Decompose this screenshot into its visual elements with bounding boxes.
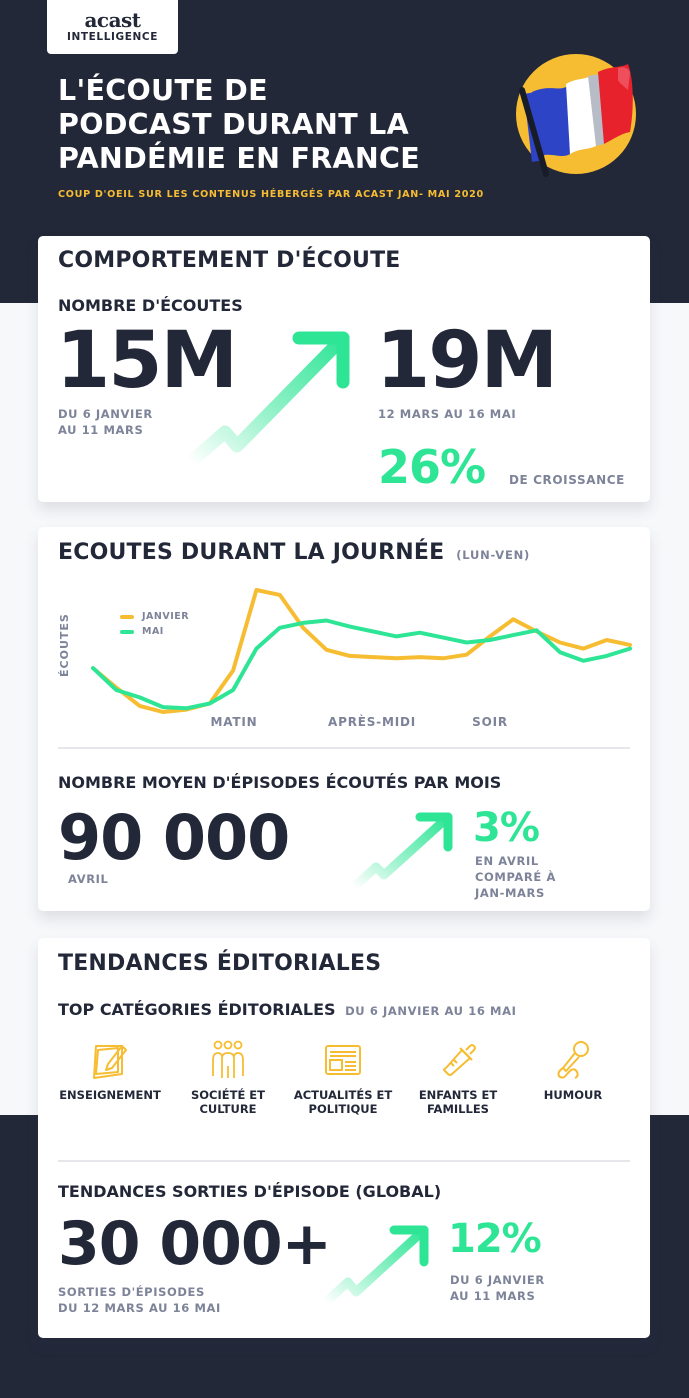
category-enseignement: ENSEIGNEMENT bbox=[50, 1038, 170, 1102]
top-categories-title-text: TOP CATÉGORIES ÉDITORIALES bbox=[58, 1000, 336, 1019]
chart-title: ECOUTES DURANT LA JOURNÉE (LUN-VEN) bbox=[58, 540, 530, 565]
x-tick-soir: SOIR bbox=[472, 715, 508, 729]
people-group-icon bbox=[212, 1040, 244, 1078]
category-enfants-familles: ENFANTS ET FAMILLES bbox=[398, 1038, 518, 1116]
section-divider bbox=[58, 747, 630, 749]
plays-after-period: 12 MARS AU 16 MAI bbox=[378, 407, 517, 421]
category-label: HUMOUR bbox=[543, 1088, 603, 1102]
legend-swatch-mai bbox=[120, 629, 134, 634]
logo-wordmark: acast bbox=[84, 8, 141, 32]
listening-behavior-card: COMPORTEMENT D'ÉCOUTE NOMBRE D'ÉCOUTES 1… bbox=[38, 236, 650, 502]
daily-listening-card: ECOUTES DURANT LA JOURNÉE (LUN-VEN) ÉCOU… bbox=[38, 527, 650, 911]
newspaper-icon bbox=[325, 1045, 361, 1075]
growth-percentage: 26% bbox=[378, 440, 486, 494]
release-value: 30 000+ bbox=[58, 1209, 332, 1279]
section-title: COMPORTEMENT D'ÉCOUTE bbox=[58, 248, 401, 273]
growth-label-line: JAN-MARS bbox=[475, 886, 545, 900]
release-growth: 12% bbox=[448, 1216, 542, 1262]
release-growth-line: DU 6 JANVIER bbox=[450, 1273, 545, 1287]
release-label: SORTIES D'ÉPISODES DU 12 MARS AU 16 MAI bbox=[58, 1284, 221, 1316]
release-label-line: SORTIES D'ÉPISODES bbox=[58, 1285, 205, 1299]
period-line: AU 11 MARS bbox=[58, 423, 144, 437]
release-growth-line: AU 11 MARS bbox=[450, 1289, 536, 1303]
logo-subtitle: INTELLIGENCE bbox=[67, 31, 158, 43]
avg-episodes-title: NOMBRE MOYEN D'ÉPISODES ÉCOUTÉS PAR MOIS bbox=[58, 773, 502, 792]
chart-title-note: (LUN-VEN) bbox=[456, 548, 531, 562]
acast-intelligence-logo: acast INTELLIGENCE bbox=[47, 0, 178, 54]
legend-label: JANVIER bbox=[142, 611, 190, 622]
category-societe-culture: SOCIÉTÉ ET CULTURE bbox=[168, 1038, 288, 1116]
top-categories-period: DU 6 JANVIER AU 16 MAI bbox=[345, 1004, 517, 1018]
baby-bottle-icon bbox=[443, 1044, 476, 1076]
growth-arrow-icon bbox=[349, 812, 453, 892]
category-label: ENFANTS ET FAMILLES bbox=[418, 1088, 498, 1116]
section-title: TENDANCES ÉDITORIALES bbox=[58, 951, 382, 976]
daily-listening-line-chart bbox=[91, 588, 632, 714]
top-categories-title: TOP CATÉGORIES ÉDITORIALES DU 6 JANVIER … bbox=[58, 1000, 516, 1019]
section-divider bbox=[58, 1160, 630, 1162]
category-label: SOCIÉTÉ ET CULTURE bbox=[190, 1088, 266, 1116]
plays-subtitle: NOMBRE D'ÉCOUTES bbox=[58, 296, 243, 315]
growth-label: DE CROISSANCE bbox=[509, 473, 625, 487]
legend-label: MAI bbox=[142, 626, 164, 637]
page-title: L'ÉCOUTE DE PODCAST DURANT LA PANDÉMIE E… bbox=[58, 74, 498, 176]
category-actualites-politique: ACTUALITÉS ET POLITIQUE bbox=[283, 1038, 403, 1116]
plays-before-value: 15M bbox=[56, 316, 238, 406]
category-label: ACTUALITÉS ET POLITIQUE bbox=[293, 1088, 393, 1116]
microphone-icon bbox=[557, 1041, 589, 1079]
release-growth-period: DU 6 JANVIER AU 11 MARS bbox=[450, 1272, 545, 1304]
notepad-pencil-icon bbox=[93, 1045, 127, 1079]
x-tick-apres-midi: APRÈS-MIDI bbox=[328, 715, 416, 729]
release-trends-title: TENDANCES SORTIES D'ÉPISODE (GLOBAL) bbox=[58, 1182, 442, 1201]
avg-episodes-value: 90 000 bbox=[58, 801, 290, 874]
legend-mai: MAI bbox=[120, 626, 164, 637]
legend-janvier: JANVIER bbox=[120, 611, 189, 622]
title-line-1: L'ÉCOUTE DE bbox=[58, 74, 268, 107]
editorial-trends-card: TENDANCES ÉDITORIALES TOP CATÉGORIES ÉDI… bbox=[38, 938, 650, 1338]
plays-before-period: DU 6 JANVIER AU 11 MARS bbox=[58, 406, 153, 438]
plays-after-value: 19M bbox=[376, 316, 558, 406]
avg-episodes-growth: 3% bbox=[473, 805, 540, 851]
growth-label-line: COMPARÉ À bbox=[475, 870, 556, 884]
growth-arrow-icon bbox=[184, 331, 350, 468]
chart-title-text: ECOUTES DURANT LA JOURNÉE bbox=[58, 540, 445, 565]
growth-label-line: EN AVRIL bbox=[475, 854, 539, 868]
avg-episodes-growth-label: EN AVRIL COMPARÉ À JAN-MARS bbox=[475, 853, 556, 901]
title-line-2: PODCAST DURANT LA bbox=[58, 108, 409, 141]
avg-episodes-label: AVRIL bbox=[68, 872, 109, 886]
release-label-line: DU 12 MARS AU 16 MAI bbox=[58, 1301, 221, 1315]
series-line-janvier bbox=[91, 588, 632, 714]
page-subtitle: COUP D'OEIL SUR LES CONTENUS HÉBERGÉS PA… bbox=[58, 189, 484, 200]
category-label: ENSEIGNEMENT bbox=[59, 1088, 161, 1102]
period-line: DU 6 JANVIER bbox=[58, 407, 153, 421]
category-humour: HUMOUR bbox=[513, 1038, 633, 1102]
series-line-mai bbox=[91, 618, 632, 711]
growth-arrow-icon bbox=[321, 1225, 429, 1307]
france-flag-icon bbox=[516, 54, 636, 177]
x-tick-matin: MATIN bbox=[210, 715, 258, 729]
title-line-3: PANDÉMIE EN FRANCE bbox=[58, 142, 421, 175]
legend-swatch-janvier bbox=[120, 614, 134, 619]
